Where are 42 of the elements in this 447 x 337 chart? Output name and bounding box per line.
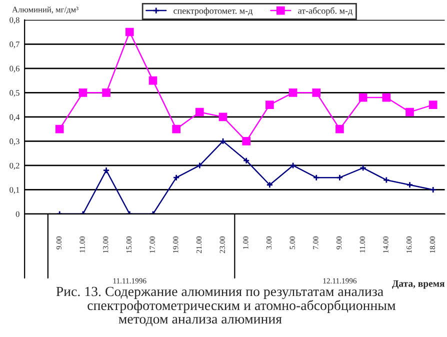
point — [336, 124, 344, 134]
point — [220, 138, 226, 145]
y-tick-label: 0,5 — [10, 90, 20, 97]
point — [102, 88, 110, 97]
point — [242, 157, 250, 164]
y-tick-label: 0,4 — [10, 114, 20, 122]
point — [290, 162, 297, 169]
y-tick-label: 0,3 — [10, 138, 20, 146]
point — [55, 124, 64, 134]
point — [172, 124, 180, 134]
y-tick-label: 0,6 — [10, 66, 20, 73]
point — [266, 100, 274, 109]
y-tick-label: 0,1 — [10, 187, 20, 194]
point — [218, 112, 228, 122]
point — [428, 100, 438, 109]
y-axis-title: Алюминий, мг/дм³ — [12, 6, 78, 14]
point — [125, 28, 134, 36]
point — [102, 166, 110, 174]
y-tick-label: 0,7 — [10, 41, 20, 48]
point — [360, 164, 367, 172]
point — [288, 88, 298, 97]
point — [172, 174, 180, 182]
point — [266, 181, 274, 188]
point — [382, 93, 391, 102]
y-tick-label: 0,8 — [10, 17, 20, 24]
point — [312, 88, 321, 97]
point — [312, 174, 320, 182]
point — [358, 93, 368, 102]
point — [78, 88, 88, 97]
point — [242, 137, 251, 146]
point — [406, 108, 414, 116]
y-tick-label: 0 — [16, 211, 20, 217]
legend-label: ат-абсорб. м-д — [298, 7, 352, 16]
point — [148, 76, 158, 85]
x-axis-title: Дата, время — [392, 280, 445, 289]
point — [195, 108, 204, 116]
y-tick-label: 0,2 — [10, 162, 20, 170]
point — [336, 174, 344, 182]
point — [382, 176, 390, 184]
point — [406, 181, 414, 188]
legend-label: спектрофотомет. м-д — [174, 7, 252, 16]
point — [196, 162, 204, 169]
